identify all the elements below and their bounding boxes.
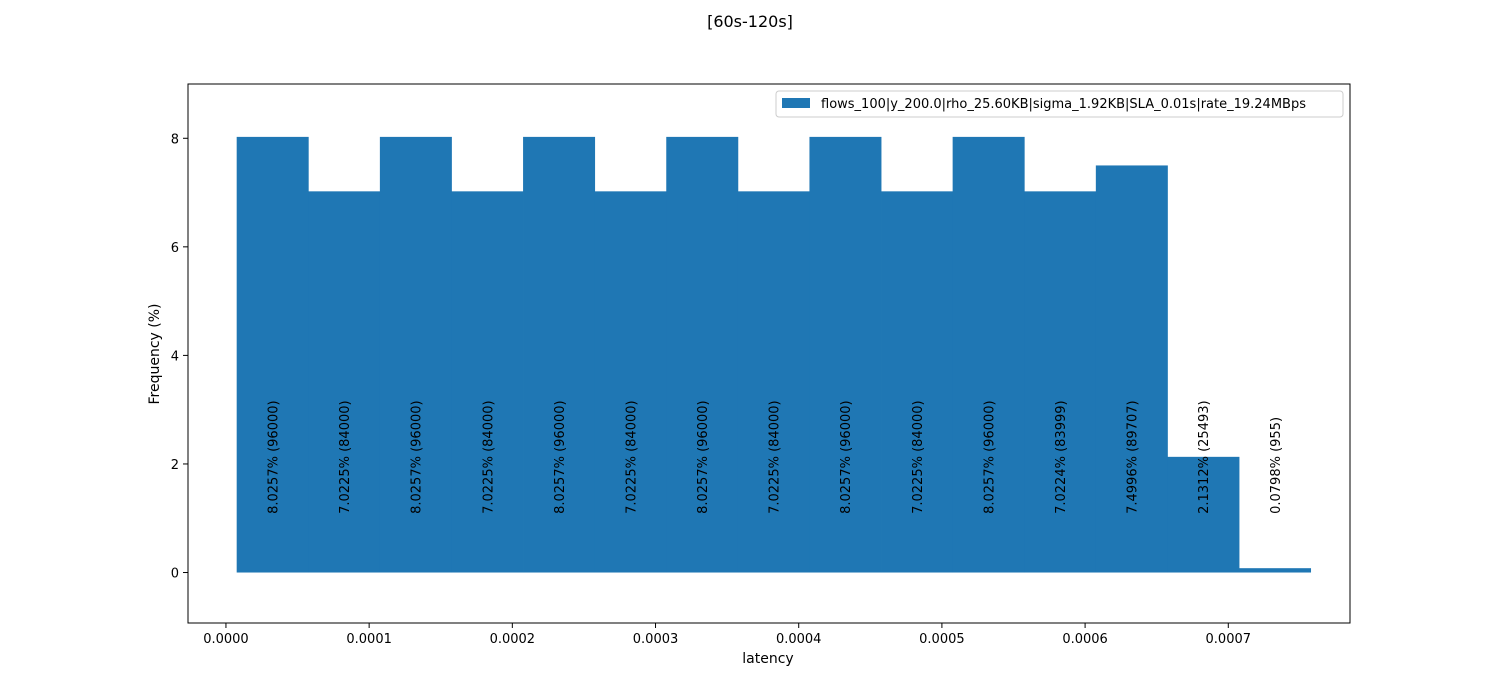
x-tick-label: 0.0006: [1062, 632, 1108, 647]
y-tick-label: 6: [171, 241, 179, 256]
x-axis: 0.0000 0.0001 0.0002 0.0003 0.0004 0.0005 0.00…: [203, 623, 1251, 647]
bar-value-label: 0.0798% (955): [1269, 417, 1284, 514]
histogram-bar: [952, 136, 1025, 573]
x-tick-label: 0.0004: [776, 632, 822, 647]
legend: flows_100|y_200.0|rho_25.60KB|sigma_1.92…: [775, 90, 1344, 118]
bar-value-label: 7.0225% (84000): [481, 400, 496, 513]
bar-value-label: 8.0257% (96000): [696, 400, 711, 513]
histogram-bar: [1095, 165, 1168, 573]
y-axis-label: Frequency (%): [147, 303, 163, 404]
bar-value-label: 2.1312% (25493): [1197, 400, 1212, 513]
bar-value-label: 7.0225% (84000): [624, 400, 639, 513]
histogram-bar: [1167, 456, 1240, 573]
histogram-bar: [379, 136, 452, 573]
bar-value-label: 7.4996% (89707): [1126, 400, 1141, 513]
bar-value-label: 7.0225% (84000): [338, 400, 353, 513]
bar-value-label: 8.0257% (96000): [266, 400, 281, 513]
y-tick-label: 2: [171, 458, 179, 473]
legend-label: flows_100|y_200.0|rho_25.60KB|sigma_1.92…: [821, 97, 1306, 112]
histogram-bar: [666, 136, 739, 573]
chart-title: [60s-120s]: [707, 12, 793, 31]
histogram-bar: [236, 136, 309, 573]
x-tick-label: 0.0003: [633, 632, 679, 647]
histogram-bar: [881, 191, 954, 573]
x-tick-label: 0.0002: [490, 632, 536, 647]
histogram-bar: [451, 191, 524, 573]
bar-value-label: 8.0257% (96000): [553, 400, 568, 513]
y-tick-label: 8: [171, 132, 179, 147]
legend-swatch: [782, 98, 810, 108]
bars-group: [236, 136, 1312, 573]
legend-box: [775, 90, 1344, 118]
bar-value-label: 8.0257% (96000): [982, 400, 997, 513]
plot-frame: [187, 83, 1351, 624]
bar-labels-group: 8.0257% (96000) 7.0225% (84000) 8.0257% (9…: [266, 400, 1283, 513]
x-tick-label: 0.0000: [203, 632, 249, 647]
histogram-bar: [809, 136, 882, 573]
histogram-bar: [1024, 191, 1097, 573]
bar-value-label: 7.0225% (84000): [911, 400, 926, 513]
x-tick-label: 0.0001: [346, 632, 392, 647]
x-tick-label: 0.0005: [919, 632, 965, 647]
y-axis: 0 2 4 6 8: [171, 132, 188, 582]
x-tick-label: 0.0007: [1206, 632, 1252, 647]
bar-value-label: 8.0257% (96000): [839, 400, 854, 513]
y-tick-label: 0: [171, 567, 179, 582]
histogram-bar: [523, 136, 596, 573]
histogram-bar: [308, 191, 381, 573]
y-tick-label: 4: [171, 349, 179, 364]
bar-value-label: 7.0225% (84000): [768, 400, 783, 513]
histogram-bar: [594, 191, 667, 573]
bar-value-label: 7.0224% (83999): [1054, 400, 1069, 513]
histogram-bar: [737, 191, 810, 573]
bar-value-label: 8.0257% (96000): [410, 400, 425, 513]
histogram-bar: [1239, 568, 1312, 573]
x-axis-label: latency: [742, 651, 793, 667]
